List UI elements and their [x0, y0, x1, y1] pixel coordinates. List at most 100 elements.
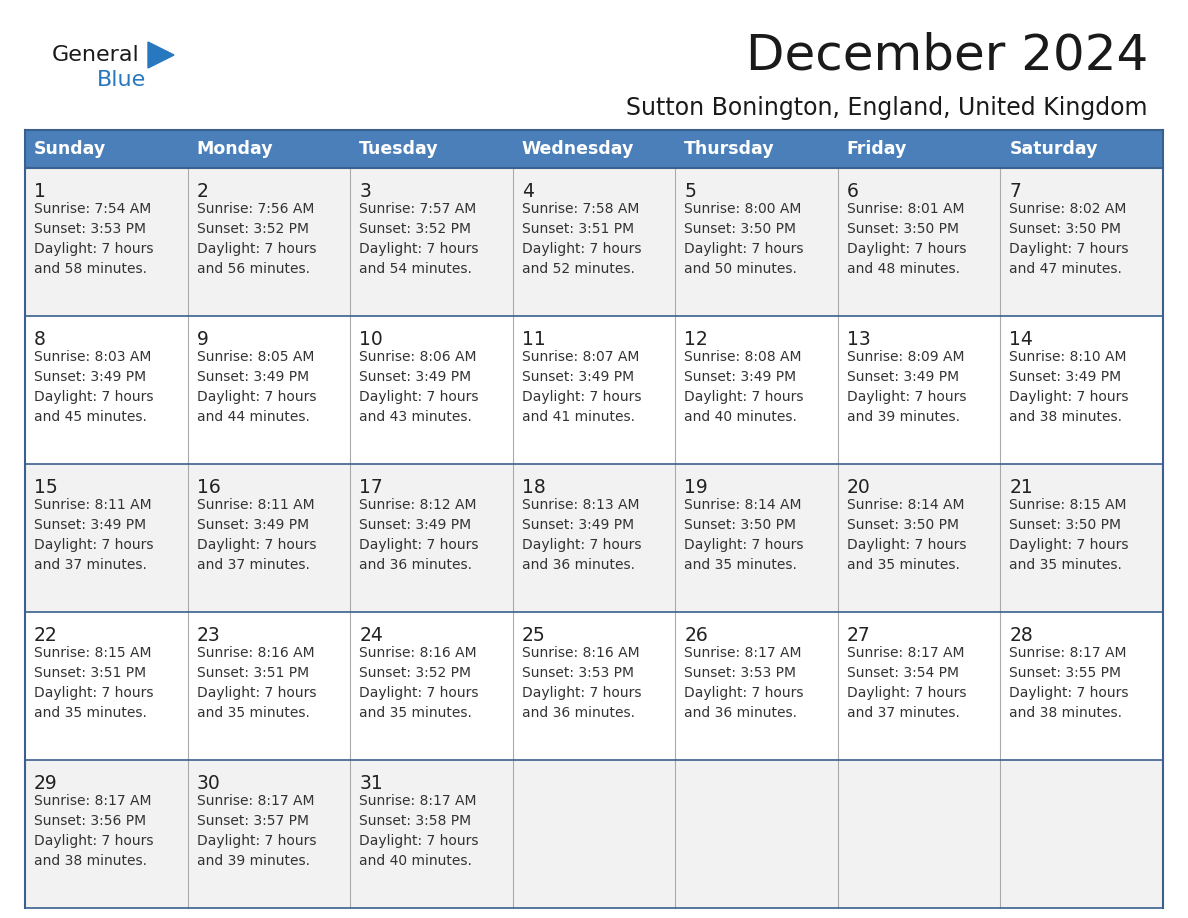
- Text: Sunset: 3:56 PM: Sunset: 3:56 PM: [34, 814, 146, 828]
- Text: Sunrise: 8:13 AM: Sunrise: 8:13 AM: [522, 498, 639, 512]
- Text: Sunrise: 8:15 AM: Sunrise: 8:15 AM: [34, 646, 152, 660]
- Text: and 48 minutes.: and 48 minutes.: [847, 262, 960, 276]
- Text: Daylight: 7 hours: Daylight: 7 hours: [847, 390, 966, 404]
- Text: 22: 22: [34, 626, 58, 645]
- Text: 8: 8: [34, 330, 46, 349]
- Text: Sunrise: 8:16 AM: Sunrise: 8:16 AM: [359, 646, 476, 660]
- Text: Daylight: 7 hours: Daylight: 7 hours: [34, 242, 153, 256]
- Text: Sunrise: 8:15 AM: Sunrise: 8:15 AM: [1010, 498, 1127, 512]
- Text: Daylight: 7 hours: Daylight: 7 hours: [196, 834, 316, 848]
- Text: 1: 1: [34, 182, 46, 201]
- Polygon shape: [148, 42, 173, 68]
- Text: 24: 24: [359, 626, 383, 645]
- Text: Blue: Blue: [97, 70, 146, 90]
- Text: and 36 minutes.: and 36 minutes.: [359, 558, 472, 572]
- Text: Sunset: 3:55 PM: Sunset: 3:55 PM: [1010, 666, 1121, 680]
- Text: and 37 minutes.: and 37 minutes.: [196, 558, 309, 572]
- Text: Daylight: 7 hours: Daylight: 7 hours: [196, 538, 316, 552]
- Text: Daylight: 7 hours: Daylight: 7 hours: [1010, 390, 1129, 404]
- Text: Sunset: 3:50 PM: Sunset: 3:50 PM: [1010, 518, 1121, 532]
- Text: Daylight: 7 hours: Daylight: 7 hours: [359, 390, 479, 404]
- Text: 27: 27: [847, 626, 871, 645]
- Text: Sunset: 3:57 PM: Sunset: 3:57 PM: [196, 814, 309, 828]
- Text: Sunrise: 8:06 AM: Sunrise: 8:06 AM: [359, 350, 476, 364]
- Text: December 2024: December 2024: [746, 31, 1148, 79]
- Bar: [25, 464, 1163, 612]
- Text: and 44 minutes.: and 44 minutes.: [196, 410, 309, 424]
- Text: Sunset: 3:52 PM: Sunset: 3:52 PM: [359, 222, 472, 236]
- Text: 20: 20: [847, 478, 871, 497]
- Text: Daylight: 7 hours: Daylight: 7 hours: [684, 390, 804, 404]
- Text: 12: 12: [684, 330, 708, 349]
- Text: 23: 23: [196, 626, 220, 645]
- Text: Sunset: 3:49 PM: Sunset: 3:49 PM: [359, 370, 472, 384]
- Text: Sunrise: 8:08 AM: Sunrise: 8:08 AM: [684, 350, 802, 364]
- Text: Sunset: 3:49 PM: Sunset: 3:49 PM: [1010, 370, 1121, 384]
- Text: Sunset: 3:50 PM: Sunset: 3:50 PM: [684, 518, 796, 532]
- Text: and 36 minutes.: and 36 minutes.: [522, 558, 634, 572]
- Text: Sunrise: 8:00 AM: Sunrise: 8:00 AM: [684, 202, 802, 216]
- Text: Sunrise: 8:09 AM: Sunrise: 8:09 AM: [847, 350, 965, 364]
- Text: 4: 4: [522, 182, 533, 201]
- Text: Daylight: 7 hours: Daylight: 7 hours: [1010, 538, 1129, 552]
- Text: Sunset: 3:50 PM: Sunset: 3:50 PM: [847, 518, 959, 532]
- Text: and 35 minutes.: and 35 minutes.: [196, 706, 309, 720]
- Text: Sunrise: 8:01 AM: Sunrise: 8:01 AM: [847, 202, 965, 216]
- Text: and 40 minutes.: and 40 minutes.: [684, 410, 797, 424]
- Text: Sunrise: 8:07 AM: Sunrise: 8:07 AM: [522, 350, 639, 364]
- Text: Daylight: 7 hours: Daylight: 7 hours: [359, 686, 479, 700]
- Text: Sunrise: 8:14 AM: Sunrise: 8:14 AM: [684, 498, 802, 512]
- Text: Sunday: Sunday: [34, 140, 106, 158]
- Text: Daylight: 7 hours: Daylight: 7 hours: [684, 242, 804, 256]
- Text: Sunrise: 8:14 AM: Sunrise: 8:14 AM: [847, 498, 965, 512]
- Text: and 47 minutes.: and 47 minutes.: [1010, 262, 1123, 276]
- Text: 10: 10: [359, 330, 383, 349]
- Text: and 58 minutes.: and 58 minutes.: [34, 262, 147, 276]
- Text: and 36 minutes.: and 36 minutes.: [522, 706, 634, 720]
- Text: 6: 6: [847, 182, 859, 201]
- Text: Sunset: 3:52 PM: Sunset: 3:52 PM: [196, 222, 309, 236]
- Text: Friday: Friday: [847, 140, 908, 158]
- Text: Daylight: 7 hours: Daylight: 7 hours: [34, 834, 153, 848]
- Text: and 35 minutes.: and 35 minutes.: [34, 706, 147, 720]
- Text: Daylight: 7 hours: Daylight: 7 hours: [684, 538, 804, 552]
- Bar: [25, 316, 1163, 464]
- Text: Sunset: 3:53 PM: Sunset: 3:53 PM: [684, 666, 796, 680]
- Text: and 52 minutes.: and 52 minutes.: [522, 262, 634, 276]
- Text: and 39 minutes.: and 39 minutes.: [847, 410, 960, 424]
- Text: General: General: [52, 45, 140, 65]
- Text: 16: 16: [196, 478, 220, 497]
- Text: 25: 25: [522, 626, 545, 645]
- Text: Daylight: 7 hours: Daylight: 7 hours: [522, 390, 642, 404]
- Text: Thursday: Thursday: [684, 140, 775, 158]
- Text: Sunrise: 8:17 AM: Sunrise: 8:17 AM: [847, 646, 965, 660]
- Text: Sunset: 3:54 PM: Sunset: 3:54 PM: [847, 666, 959, 680]
- Text: Sunrise: 8:03 AM: Sunrise: 8:03 AM: [34, 350, 151, 364]
- Text: Sunset: 3:49 PM: Sunset: 3:49 PM: [847, 370, 959, 384]
- Text: Sunset: 3:53 PM: Sunset: 3:53 PM: [34, 222, 146, 236]
- Text: and 39 minutes.: and 39 minutes.: [196, 854, 310, 868]
- Text: Daylight: 7 hours: Daylight: 7 hours: [1010, 686, 1129, 700]
- Text: 13: 13: [847, 330, 871, 349]
- Text: Sunset: 3:49 PM: Sunset: 3:49 PM: [522, 370, 634, 384]
- Text: Sunset: 3:49 PM: Sunset: 3:49 PM: [34, 518, 146, 532]
- Text: Sunrise: 7:54 AM: Sunrise: 7:54 AM: [34, 202, 151, 216]
- Text: and 38 minutes.: and 38 minutes.: [1010, 410, 1123, 424]
- Text: 2: 2: [196, 182, 208, 201]
- Text: Sunset: 3:49 PM: Sunset: 3:49 PM: [522, 518, 634, 532]
- Text: Sunrise: 7:57 AM: Sunrise: 7:57 AM: [359, 202, 476, 216]
- Text: Sunset: 3:51 PM: Sunset: 3:51 PM: [34, 666, 146, 680]
- Text: and 43 minutes.: and 43 minutes.: [359, 410, 472, 424]
- Text: Sunset: 3:51 PM: Sunset: 3:51 PM: [522, 222, 634, 236]
- Text: Daylight: 7 hours: Daylight: 7 hours: [847, 686, 966, 700]
- Text: 14: 14: [1010, 330, 1034, 349]
- Text: Sunset: 3:51 PM: Sunset: 3:51 PM: [196, 666, 309, 680]
- Text: Sunset: 3:49 PM: Sunset: 3:49 PM: [196, 370, 309, 384]
- Text: Sunrise: 8:16 AM: Sunrise: 8:16 AM: [196, 646, 314, 660]
- Text: Daylight: 7 hours: Daylight: 7 hours: [34, 538, 153, 552]
- Text: Sunrise: 7:56 AM: Sunrise: 7:56 AM: [196, 202, 314, 216]
- Text: and 35 minutes.: and 35 minutes.: [359, 706, 472, 720]
- Text: 18: 18: [522, 478, 545, 497]
- Text: Sunrise: 8:17 AM: Sunrise: 8:17 AM: [196, 794, 314, 808]
- Text: 19: 19: [684, 478, 708, 497]
